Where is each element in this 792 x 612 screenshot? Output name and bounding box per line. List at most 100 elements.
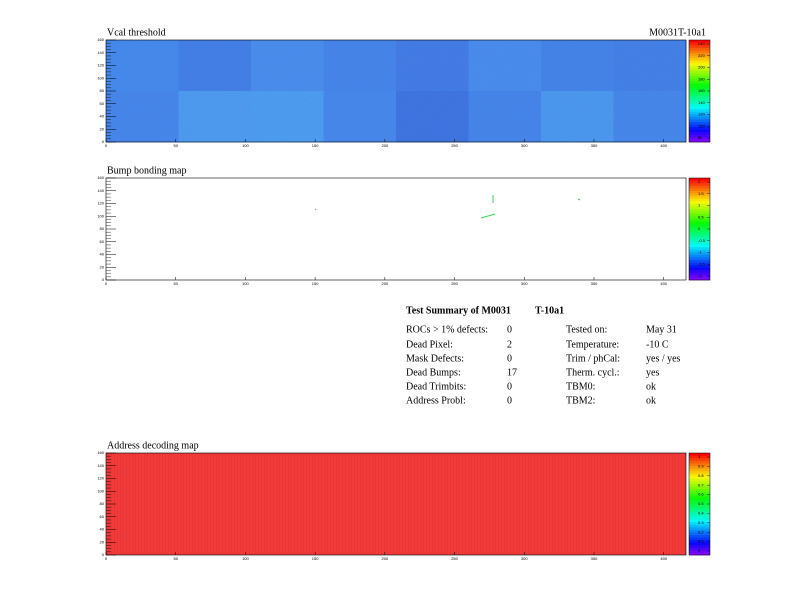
scale-band: [689, 537, 710, 540]
scale-band: [689, 93, 710, 97]
scale-label: 0.7: [698, 482, 704, 487]
scale-label: 0.5: [698, 501, 704, 506]
scale-band: [689, 491, 710, 495]
scale-label: 2: [698, 179, 701, 184]
scale-band: [689, 277, 710, 281]
scale-band: [689, 249, 710, 253]
scale-label: 0.2: [698, 529, 704, 534]
scale-label: 240: [698, 41, 705, 46]
scale-label: 0.8: [698, 473, 704, 478]
scale-band: [689, 241, 710, 245]
x-tick-label: 400: [660, 143, 667, 148]
scale-band: [689, 108, 710, 112]
scale-band: [689, 200, 710, 204]
summary-label: Trim / phCal:: [566, 353, 620, 364]
scale-band: [689, 88, 710, 92]
scale-band: [689, 42, 710, 46]
y-tick-label: 160: [97, 175, 104, 180]
scale-band: [689, 226, 710, 230]
scale-band: [689, 552, 710, 556]
scale-band: [689, 244, 710, 248]
scale-band: [689, 488, 710, 492]
scale-band: [689, 73, 710, 76]
scale-band: [689, 180, 710, 184]
scale-band: [689, 70, 710, 74]
summary-title: Test Summary of M0031: [406, 305, 511, 316]
scale-label: 0.9: [698, 463, 704, 468]
scale-band: [689, 98, 710, 102]
summary-label: Dead Bumps:: [406, 367, 461, 378]
y-tick-label: 100: [97, 213, 104, 218]
x-tick-label: 100: [242, 143, 249, 148]
x-tick-label: 350: [591, 143, 598, 148]
scale-band: [689, 211, 710, 214]
scale-band: [689, 178, 710, 181]
x-tick-label: 300: [521, 143, 528, 148]
scale-band: [689, 229, 710, 232]
summary-value: ok: [646, 381, 656, 392]
y-tick-label: 20: [100, 264, 105, 269]
y-tick-label: 0: [102, 139, 105, 144]
scale-band: [689, 213, 710, 217]
x-tick-label: 200: [382, 556, 389, 561]
scale-band: [689, 190, 710, 194]
summary-label: Temperature:: [566, 339, 619, 350]
summary-label: ROCs > 1% defects:: [406, 324, 488, 335]
scale-band: [689, 274, 710, 278]
scale-band: [689, 465, 710, 469]
scale-label: -2: [698, 273, 702, 278]
scale-band: [689, 526, 710, 530]
scale-band: [689, 96, 710, 99]
summary-value: yes / yes: [646, 353, 681, 364]
scale-band: [689, 473, 710, 477]
scale-band: [689, 264, 710, 268]
scale-band: [689, 478, 710, 482]
scale-band: [689, 85, 710, 89]
scale-band: [689, 547, 710, 551]
scale-band: [689, 458, 710, 461]
scale-band: [689, 254, 710, 258]
scale-band: [689, 259, 710, 263]
summary-value: 0: [507, 324, 512, 335]
x-tick-label: 350: [591, 556, 598, 561]
scale-label: 200: [698, 65, 705, 70]
scale-band: [689, 246, 710, 250]
y-tick-label: 20: [100, 126, 105, 131]
scale-band: [689, 514, 710, 518]
summary-value: May 31: [646, 324, 677, 335]
summary-label: Mask Defects:: [406, 353, 464, 364]
summary-value: -10 C: [646, 339, 669, 350]
scale-band: [689, 50, 710, 54]
summary-label: Tested on:: [566, 324, 607, 335]
summary-subtitle: T-10a1: [535, 305, 564, 316]
panel-title: Address decoding map: [107, 440, 199, 451]
scale-band: [689, 103, 710, 107]
summary-label: Dead Pixel:: [406, 339, 453, 350]
x-tick-label: 50: [173, 556, 178, 561]
scale-band: [689, 475, 710, 479]
scale-band: [689, 239, 710, 243]
x-tick-label: 150: [312, 556, 319, 561]
x-tick-label: 200: [382, 281, 389, 286]
y-tick-label: 120: [97, 476, 104, 481]
scale-band: [689, 506, 710, 510]
scale-band: [689, 45, 710, 48]
scale-label: 0.4: [698, 510, 704, 515]
scale-band: [689, 267, 710, 271]
y-tick-label: 60: [100, 239, 105, 244]
scale-band: [689, 203, 710, 207]
scale-band: [689, 544, 710, 548]
scale-band: [689, 504, 710, 507]
scale-band: [689, 524, 710, 528]
scale-band: [689, 481, 710, 484]
x-tick-label: 250: [451, 556, 458, 561]
scale-band: [689, 183, 710, 186]
x-tick-label: 100: [242, 556, 249, 561]
y-tick-label: 60: [100, 514, 105, 519]
scale-band: [689, 75, 710, 79]
scale-band: [689, 460, 710, 464]
summary-value: 17: [507, 367, 517, 378]
scale-label: -1.5: [698, 261, 706, 266]
